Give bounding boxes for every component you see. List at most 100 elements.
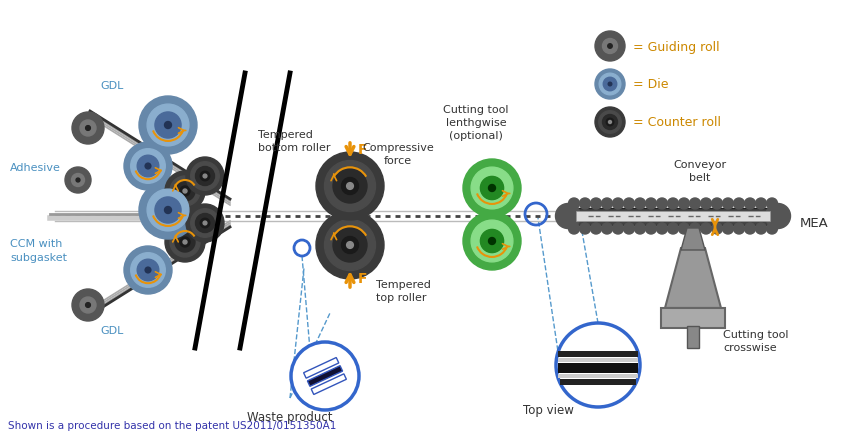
Circle shape xyxy=(180,237,189,247)
Circle shape xyxy=(765,223,777,234)
Bar xyxy=(557,358,637,362)
Circle shape xyxy=(579,198,590,209)
Circle shape xyxy=(71,174,84,187)
Circle shape xyxy=(164,207,171,214)
Circle shape xyxy=(754,198,765,209)
Circle shape xyxy=(170,177,200,207)
Bar xyxy=(660,308,724,328)
Circle shape xyxy=(744,223,754,234)
Circle shape xyxy=(324,161,375,212)
Circle shape xyxy=(480,230,503,253)
Circle shape xyxy=(200,219,209,228)
Circle shape xyxy=(186,158,224,195)
Circle shape xyxy=(722,223,733,234)
Circle shape xyxy=(203,222,207,226)
Circle shape xyxy=(689,223,700,234)
Circle shape xyxy=(590,223,601,234)
Circle shape xyxy=(645,198,656,209)
Circle shape xyxy=(608,83,611,87)
Circle shape xyxy=(139,97,197,155)
Circle shape xyxy=(554,204,579,229)
Circle shape xyxy=(555,323,639,407)
Circle shape xyxy=(175,182,195,201)
Bar xyxy=(557,351,637,357)
Text: = Die: = Die xyxy=(632,78,668,91)
Circle shape xyxy=(164,223,205,262)
Circle shape xyxy=(602,115,616,130)
Text: = Guiding roll: = Guiding roll xyxy=(632,40,719,53)
Text: Compressive
force: Compressive force xyxy=(362,142,433,166)
Circle shape xyxy=(733,198,744,209)
Text: Cutting tool
lenthgwise
(optional): Cutting tool lenthgwise (optional) xyxy=(443,104,508,141)
Circle shape xyxy=(568,198,579,209)
Circle shape xyxy=(324,220,375,271)
Circle shape xyxy=(164,122,171,129)
Circle shape xyxy=(76,179,80,183)
Circle shape xyxy=(137,260,158,281)
Circle shape xyxy=(139,182,197,240)
Circle shape xyxy=(341,178,358,195)
Circle shape xyxy=(183,240,187,244)
Circle shape xyxy=(316,153,383,220)
Circle shape xyxy=(155,198,181,223)
Bar xyxy=(575,212,769,222)
Text: Shown is a procedure based on the patent US2011/0151350A1: Shown is a procedure based on the patent… xyxy=(8,420,336,430)
Circle shape xyxy=(623,223,634,234)
Circle shape xyxy=(346,183,353,190)
Polygon shape xyxy=(307,366,342,386)
Circle shape xyxy=(341,237,358,254)
Circle shape xyxy=(666,223,678,234)
Circle shape xyxy=(700,223,710,234)
Circle shape xyxy=(765,198,777,209)
Circle shape xyxy=(170,227,200,258)
Bar xyxy=(557,363,637,373)
Circle shape xyxy=(666,198,678,209)
Circle shape xyxy=(471,168,512,209)
Circle shape xyxy=(579,223,590,234)
Circle shape xyxy=(346,242,353,249)
Bar xyxy=(557,374,637,378)
Polygon shape xyxy=(664,248,720,308)
Bar xyxy=(686,326,698,348)
Circle shape xyxy=(72,290,104,321)
Circle shape xyxy=(612,223,623,234)
Circle shape xyxy=(602,39,616,54)
Circle shape xyxy=(85,303,90,308)
Circle shape xyxy=(733,223,744,234)
Circle shape xyxy=(186,205,224,243)
Circle shape xyxy=(80,297,96,313)
Circle shape xyxy=(765,204,790,229)
Text: Conveyor
belt: Conveyor belt xyxy=(672,159,726,183)
Circle shape xyxy=(623,198,634,209)
Text: Tempered
bottom roller: Tempered bottom roller xyxy=(257,130,330,153)
Circle shape xyxy=(590,198,601,209)
Circle shape xyxy=(612,198,623,209)
Circle shape xyxy=(594,108,624,138)
Circle shape xyxy=(124,247,172,294)
Circle shape xyxy=(634,223,645,234)
Circle shape xyxy=(607,45,611,49)
Circle shape xyxy=(147,105,189,147)
Circle shape xyxy=(72,113,104,145)
Text: = Counter roll: = Counter roll xyxy=(632,116,720,129)
Circle shape xyxy=(175,233,195,252)
Bar xyxy=(559,379,635,385)
Circle shape xyxy=(462,159,520,218)
Circle shape xyxy=(488,238,495,245)
Circle shape xyxy=(678,198,689,209)
Polygon shape xyxy=(680,229,704,251)
Circle shape xyxy=(689,198,700,209)
Circle shape xyxy=(137,156,158,177)
Circle shape xyxy=(147,190,189,231)
Circle shape xyxy=(291,342,358,410)
Circle shape xyxy=(656,223,666,234)
Circle shape xyxy=(744,198,754,209)
Circle shape xyxy=(124,143,172,191)
Bar xyxy=(567,208,777,225)
Circle shape xyxy=(678,223,689,234)
Circle shape xyxy=(183,190,187,194)
Text: Cutting tool
crosswise: Cutting tool crosswise xyxy=(722,329,788,352)
Circle shape xyxy=(700,198,710,209)
Circle shape xyxy=(85,126,90,131)
Polygon shape xyxy=(303,358,338,378)
